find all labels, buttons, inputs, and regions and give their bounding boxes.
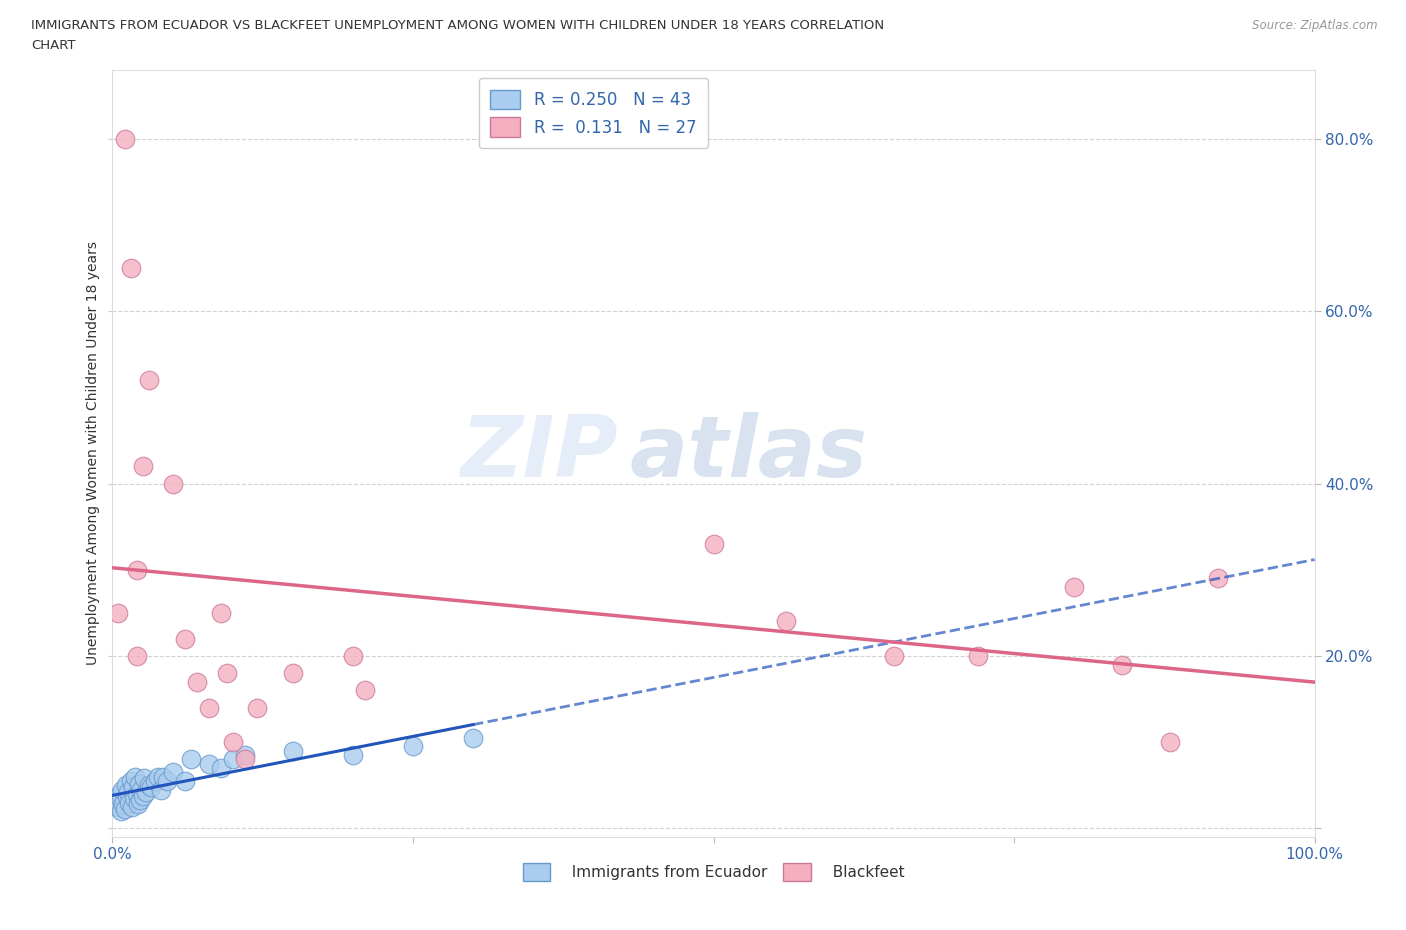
Point [186,674,208,689]
Point [121,800,143,815]
Text: IMMIGRANTS FROM ECUADOR VS BLACKFEET UNEMPLOYMENT AMONG WOMEN WITH CHILDREN UNDE: IMMIGRANTS FROM ECUADOR VS BLACKFEET UNE… [31,19,884,32]
Point [122,790,145,805]
Point [162,476,184,491]
Point [108,787,131,802]
Point [402,739,425,754]
Point [131,458,153,473]
Point [281,743,304,758]
Point [354,683,377,698]
Y-axis label: Unemployment Among Women with Children Under 18 years: Unemployment Among Women with Children U… [86,242,100,665]
Point [131,782,153,797]
Point [138,373,160,388]
Text: atlas: atlas [630,412,868,495]
Point [117,785,139,800]
Point [146,769,169,784]
Point [125,563,148,578]
Point [149,782,172,797]
Point [180,752,202,767]
Text: CHART: CHART [31,39,76,52]
Point [124,769,146,784]
Legend:   Immigrants from Ecuador,   Blackfeet: Immigrants from Ecuador, Blackfeet [516,857,911,887]
Point [128,777,150,791]
Point [118,795,141,810]
Point [775,614,797,629]
Point [129,792,152,807]
Point [215,666,238,681]
Point [222,735,245,750]
Point [281,666,304,681]
Point [702,537,725,551]
Point [342,748,364,763]
Point [138,777,160,792]
Point [110,804,132,818]
Point [1159,735,1181,750]
Point [139,779,162,794]
Point [143,774,166,789]
Point [197,700,219,715]
Point [1111,658,1133,672]
Point [122,779,145,794]
Point [1208,571,1230,586]
Point [173,774,195,789]
Point [108,790,131,805]
Point [127,797,149,812]
Point [883,648,905,663]
Point [125,648,148,663]
Point [197,756,219,771]
Point [209,605,232,620]
Point [162,764,184,779]
Point [125,787,148,802]
Point [209,761,232,776]
Point [1063,579,1085,594]
Point [120,260,142,275]
Text: ZIP: ZIP [460,412,617,495]
Point [107,605,129,620]
Point [105,800,128,815]
Text: Source: ZipAtlas.com: Source: ZipAtlas.com [1253,19,1378,32]
Point [115,789,138,804]
Point [233,752,256,767]
Point [342,648,364,663]
Point [114,777,136,792]
Point [173,631,195,646]
Point [112,797,135,812]
Point [132,771,155,786]
Point [461,730,484,745]
Point [107,795,129,810]
Point [155,774,177,789]
Point [967,648,990,663]
Point [120,774,142,789]
Point [114,131,136,146]
Point [111,782,134,797]
Point [114,802,136,817]
Point [135,785,157,800]
Point [233,748,256,763]
Point [222,752,245,767]
Point [246,700,269,715]
Point [152,769,174,784]
Point [131,789,153,804]
